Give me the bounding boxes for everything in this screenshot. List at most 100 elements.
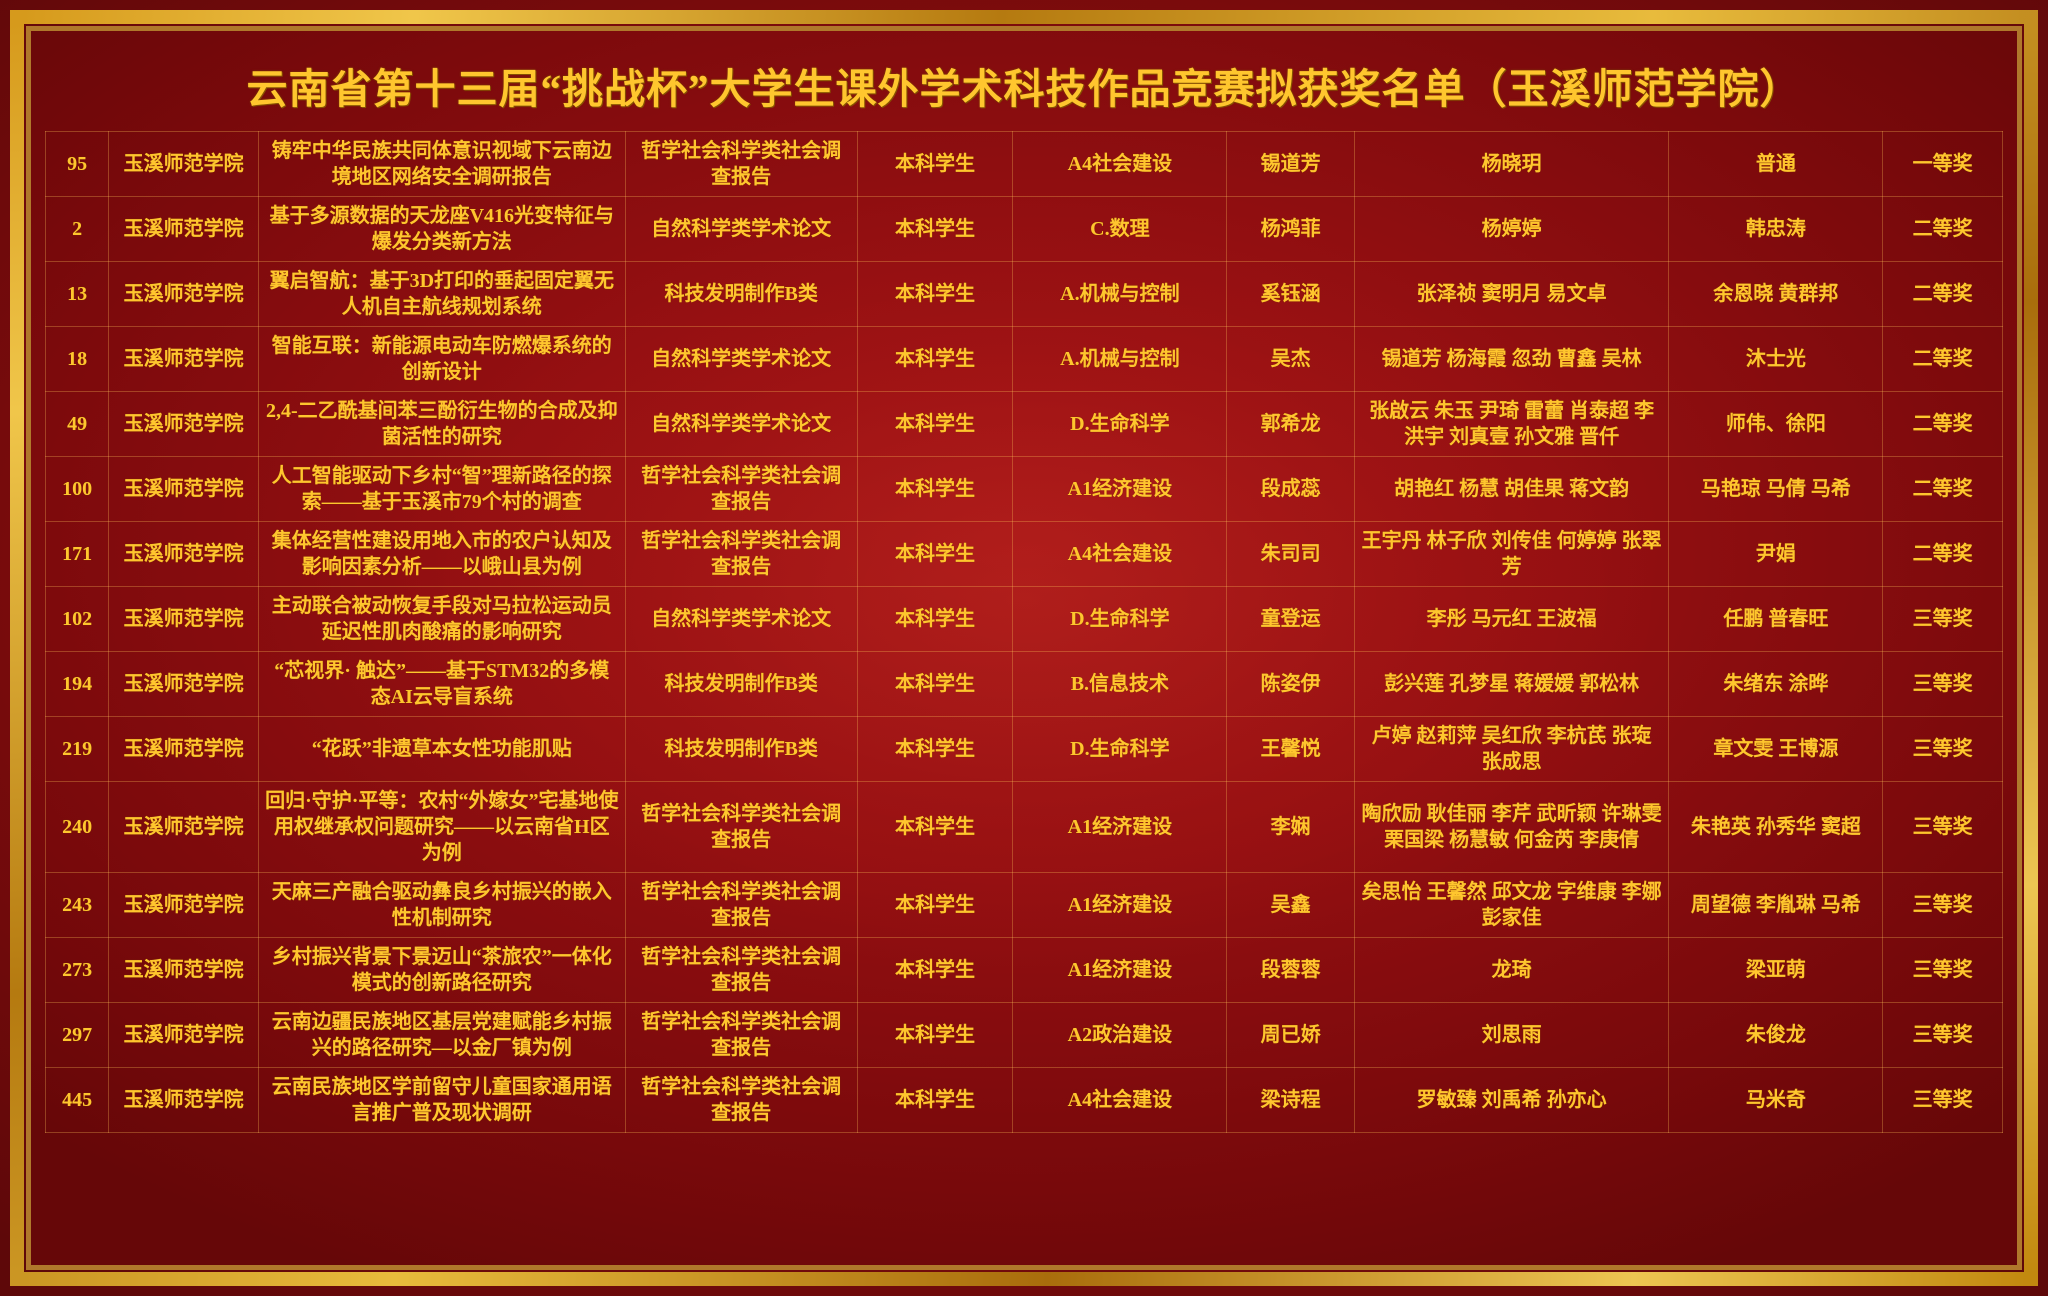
row-award: 二等奖 [1882,521,2003,587]
row-group: 本科学生 [856,391,1014,457]
row-leader: 梁诗程 [1226,1067,1355,1133]
row-advisor: 沐士光 [1668,326,1884,392]
row-members: 陶欣励 耿佳丽 李芹 武昕颖 许琳雯 栗国梁 杨慧敏 何金芮 李庚倩 [1353,781,1670,873]
row-project-title: 2,4-二乙酰基间苯三酚衍生物的合成及抑菌活性的研究 [257,391,626,457]
row-school: 玉溪师范学院 [108,326,259,392]
row-group: 本科学生 [856,521,1014,587]
row-group: 本科学生 [856,1002,1014,1068]
row-advisor: 周望德 李胤琳 马希 [1668,872,1884,938]
row-advisor: 韩忠涛 [1668,196,1884,262]
row-members: 杨晓玥 [1353,131,1670,197]
row-project-type: 科技发明制作B类 [624,651,858,717]
row-project-title: 回归·守护·平等：农村“外嫁女”宅基地使用权继承权问题研究——以云南省H区为例 [257,781,626,873]
row-school: 玉溪师范学院 [108,521,259,587]
row-group: 本科学生 [856,131,1014,197]
row-school: 玉溪师范学院 [108,872,259,938]
row-school: 玉溪师范学院 [108,456,259,522]
row-members: 王宇丹 林子欣 刘传佳 何婷婷 张翠芳 [1353,521,1670,587]
table-row: 445 玉溪师范学院 云南民族地区学前留守儿童国家通用语言推广普及现状调研 哲学社会科… [44,1067,2003,1133]
row-category: D.生命科学 [1012,586,1228,652]
row-category: A.机械与控制 [1012,261,1228,327]
table-row: 243 玉溪师范学院 天麻三产融合驱动彝良乡村振兴的嵌入性机制研究 哲学社会科学类社会… [44,872,2003,938]
row-category: A2政治建设 [1012,1002,1228,1068]
row-number: 273 [44,937,110,1003]
row-number: 171 [44,521,110,587]
row-category: A4社会建设 [1012,521,1228,587]
row-members: 胡艳红 杨慧 胡佳果 蒋文韵 [1353,456,1670,522]
table-row: 171 玉溪师范学院 集体经营性建设用地入市的农户认知及影响因素分析——以峨山县为例… [44,521,2003,587]
row-group: 本科学生 [856,937,1014,1003]
row-school: 玉溪师范学院 [108,1002,259,1068]
row-category: C.数理 [1012,196,1228,262]
row-advisor: 章文雯 王博源 [1668,716,1884,782]
row-leader: 周已娇 [1226,1002,1355,1068]
row-project-type: 哲学社会科学类社会调查报告 [624,1067,858,1133]
award-table-wrapper: 95 玉溪师范学院 铸牢中华民族共同体意识视域下云南边境地区网络安全调研报告 哲学社会… [44,131,2003,1227]
row-group: 本科学生 [856,781,1014,873]
row-project-title: “花跃”非遗草本女性功能肌贴 [257,716,626,782]
row-award: 三等奖 [1882,1067,2003,1133]
row-advisor: 朱艳英 孙秀华 窦超 [1668,781,1884,873]
row-award: 三等奖 [1882,1002,2003,1068]
row-advisor: 尹娟 [1668,521,1884,587]
row-leader: 奚钰涵 [1226,261,1355,327]
award-table: 95 玉溪师范学院 铸牢中华民族共同体意识视域下云南边境地区网络安全调研报告 哲学社会… [44,131,2003,1133]
row-number: 297 [44,1002,110,1068]
table-row: 49 玉溪师范学院 2,4-二乙酰基间苯三酚衍生物的合成及抑菌活性的研究 自然科学类学… [44,391,2003,457]
row-leader: 童登运 [1226,586,1355,652]
row-school: 玉溪师范学院 [108,586,259,652]
row-leader: 吴杰 [1226,326,1355,392]
row-project-type: 哲学社会科学类社会调查报告 [624,937,858,1003]
row-school: 玉溪师范学院 [108,716,259,782]
row-project-title: 主动联合被动恢复手段对马拉松运动员延迟性肌肉酸痛的影响研究 [257,586,626,652]
row-members: 张泽祯 窦明月 易文卓 [1353,261,1670,327]
row-members: 龙琦 [1353,937,1670,1003]
row-award: 二等奖 [1882,196,2003,262]
row-school: 玉溪师范学院 [108,937,259,1003]
row-award: 三等奖 [1882,872,2003,938]
row-group: 本科学生 [856,651,1014,717]
row-number: 2 [44,196,110,262]
row-category: A1经济建设 [1012,456,1228,522]
row-project-type: 哲学社会科学类社会调查报告 [624,781,858,873]
row-members: 刘思雨 [1353,1002,1670,1068]
row-leader: 李娴 [1226,781,1355,873]
row-project-title: “芯视界· 触达”——基于STM32的多模态AI云导盲系统 [257,651,626,717]
row-project-type: 科技发明制作B类 [624,261,858,327]
row-number: 18 [44,326,110,392]
row-award: 三等奖 [1882,651,2003,717]
row-leader: 段成蕊 [1226,456,1355,522]
row-members: 杨婷婷 [1353,196,1670,262]
row-project-title: 乡村振兴背景下景迈山“茶旅农”一体化模式的创新路径研究 [257,937,626,1003]
row-number: 243 [44,872,110,938]
page-title: 云南省第十三届“挑战杯”大学生课外学术科技作品竞赛拟获奖名单（玉溪师范学院） [246,66,1802,112]
row-award: 三等奖 [1882,586,2003,652]
table-row: 240 玉溪师范学院 回归·守护·平等：农村“外嫁女”宅基地使用权继承权问题研究——… [44,781,2003,873]
row-number: 95 [44,131,110,197]
row-school: 玉溪师范学院 [108,131,259,197]
row-advisor: 马米奇 [1668,1067,1884,1133]
row-project-title: 云南边疆民族地区基层党建赋能乡村振兴的路径研究—以金厂镇为例 [257,1002,626,1068]
row-members: 锡道芳 杨海霞 忽劲 曹鑫 吴林 [1353,326,1670,392]
row-award: 二等奖 [1882,456,2003,522]
table-row: 2 玉溪师范学院 基于多源数据的天龙座V416光变特征与爆发分类新方法 自然科学类学术… [44,196,2003,262]
row-category: D.生命科学 [1012,391,1228,457]
row-leader: 王馨悦 [1226,716,1355,782]
row-school: 玉溪师范学院 [108,261,259,327]
row-group: 本科学生 [856,456,1014,522]
row-project-title: 云南民族地区学前留守儿童国家通用语言推广普及现状调研 [257,1067,626,1133]
row-project-type: 科技发明制作B类 [624,716,858,782]
table-row: 18 玉溪师范学院 智能互联：新能源电动车防燃爆系统的创新设计 自然科学类学术论文 本科… [44,326,2003,392]
row-leader: 杨鸿菲 [1226,196,1355,262]
row-award: 一等奖 [1882,131,2003,197]
row-members: 彭兴莲 孔梦星 蒋媛媛 郭松林 [1353,651,1670,717]
table-row: 13 玉溪师范学院 翼启智航：基于3D打印的垂起固定翼无人机自主航线规划系统 科技发明… [44,261,2003,327]
table-row: 194 玉溪师范学院 “芯视界· 触达”——基于STM32的多模态AI云导盲系统 科技… [44,651,2003,717]
row-category: D.生命科学 [1012,716,1228,782]
row-advisor: 梁亚萌 [1668,937,1884,1003]
row-members: 罗敏臻 刘禹希 孙亦心 [1353,1067,1670,1133]
row-project-type: 自然科学类学术论文 [624,326,858,392]
row-project-type: 自然科学类学术论文 [624,391,858,457]
table-row: 273 玉溪师范学院 乡村振兴背景下景迈山“茶旅农”一体化模式的创新路径研究 哲学社会… [44,937,2003,1003]
row-members: 李彤 马元红 王波福 [1353,586,1670,652]
